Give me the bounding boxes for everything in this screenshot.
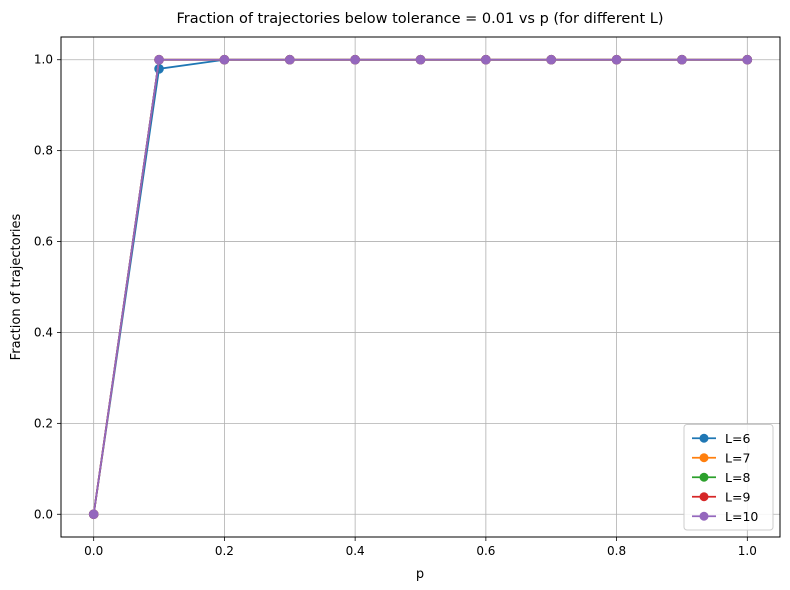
- legend-label: L=10: [725, 509, 758, 524]
- series-l-9: [88, 54, 753, 520]
- x-tick-label: 0.8: [607, 544, 626, 558]
- data-point: [350, 54, 360, 65]
- legend-label: L=8: [725, 470, 750, 485]
- legend-entry: L=10: [692, 509, 758, 524]
- data-point: [677, 54, 687, 65]
- y-axis-label: Fraction of trajectories: [9, 213, 24, 360]
- data-point: [154, 54, 164, 65]
- legend-marker: [699, 511, 709, 521]
- chart-title: Fraction of trajectories below tolerance…: [176, 11, 663, 27]
- data-point: [219, 54, 230, 65]
- series-line: [92, 58, 748, 515]
- x-axis-ticks: 0.0 0.2 0.4 0.6 0.8 1.0: [84, 537, 757, 558]
- series-line: [92, 58, 748, 515]
- y-tick-label: 1.0: [34, 53, 53, 67]
- y-tick-label: 0.0: [34, 507, 53, 521]
- legend-label: L=9: [725, 489, 750, 504]
- legend-label: L=6: [725, 431, 750, 446]
- legend-entry: L=7: [692, 450, 750, 465]
- legend-marker: [699, 472, 709, 482]
- legend-marker: [699, 453, 709, 463]
- grid: [61, 37, 780, 537]
- series-line: [92, 58, 748, 515]
- series-l-8: [88, 54, 753, 520]
- data-point: [481, 54, 491, 65]
- y-tick-label: 0.2: [34, 416, 53, 430]
- series-l-6: [88, 54, 753, 520]
- y-tick-label: 0.8: [34, 144, 53, 158]
- y-tick-label: 0.4: [34, 325, 53, 339]
- data-point: [546, 54, 557, 65]
- legend-marker: [699, 433, 709, 443]
- x-axis-label: p: [416, 567, 424, 582]
- plot-area-frame: [60, 36, 781, 538]
- legend-marker: [699, 492, 709, 502]
- data-point: [88, 509, 99, 520]
- data-point: [611, 54, 622, 65]
- legend-entry: L=8: [692, 470, 750, 485]
- data-point: [415, 54, 426, 65]
- x-tick-label: 0.2: [215, 544, 234, 558]
- legend-entry: L=9: [692, 489, 750, 504]
- x-tick-label: 0.0: [84, 544, 103, 558]
- series-line: [92, 58, 748, 515]
- series-l-10: [88, 54, 753, 520]
- legend-frame: [683, 424, 774, 531]
- data-point: [284, 54, 295, 65]
- series-l-7: [88, 54, 753, 520]
- x-tick-label: 0.6: [476, 544, 495, 558]
- legend-entry: L=6: [692, 431, 750, 446]
- series-lines: [88, 54, 753, 520]
- data-point: [742, 54, 753, 65]
- x-tick-label: 1.0: [738, 544, 757, 558]
- y-axis-ticks: 0.0 0.2 0.4 0.6 0.8 1.0: [34, 53, 61, 521]
- x-tick-label: 0.4: [346, 544, 365, 558]
- legend-label: L=7: [725, 450, 750, 465]
- y-tick-label: 0.6: [34, 235, 53, 249]
- legend: L=6 L=7 L=8 L=9 L=10: [683, 424, 774, 531]
- series-line: [92, 58, 748, 515]
